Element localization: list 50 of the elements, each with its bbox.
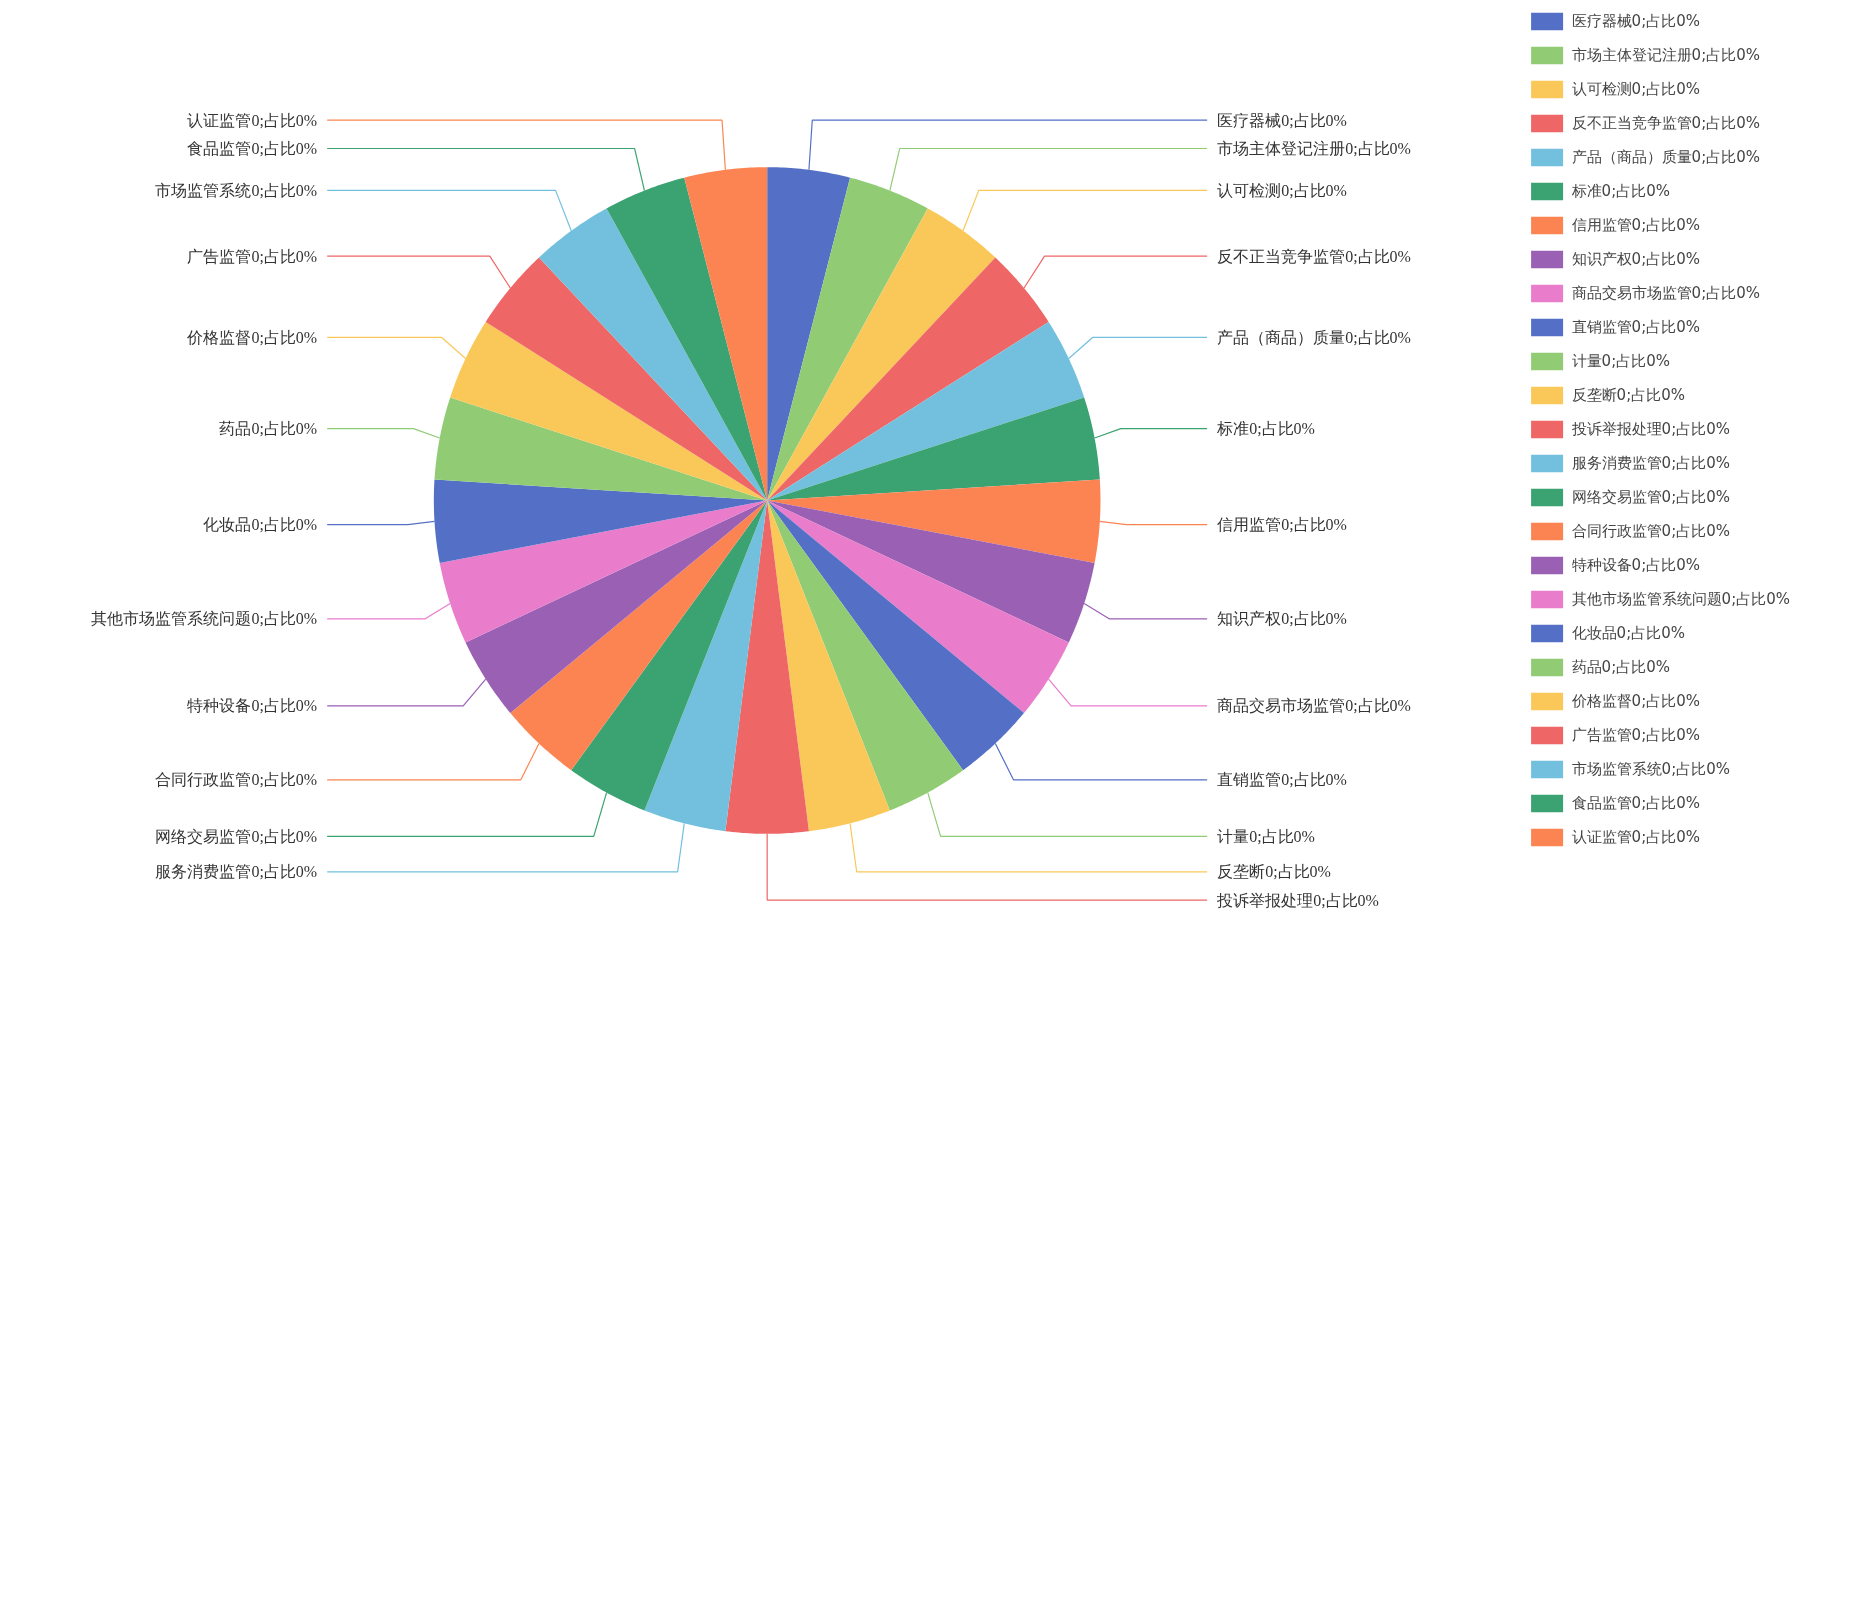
legend-label: 广告监管0;占比0% [1571,725,1700,745]
legend-label: 投诉举报处理0;占比0% [1571,419,1730,439]
legend-label: 信用监管0;占比0% [1571,215,1700,235]
category-label: 市场主体登记注册0;占比0% [1217,140,1411,158]
category-label: 投诉举报处理0;占比0% [1217,891,1379,909]
category-label: 广告监管0;占比0% [187,247,318,265]
slice-label: 认可检测0;占比0% [1217,181,1347,199]
legend-label: 食品监管0;占比0% [1571,793,1700,813]
legend-label: 认可检测0;占比0% [1571,79,1700,99]
slice-label: 直销监管0;占比0% [1217,771,1347,789]
legend-label: 反不正当竞争监管0;占比0% [1571,113,1760,133]
legend-label: 服务消费监管0;占比0% [1571,453,1730,473]
slice-label: 服务消费监管0;占比0% [155,863,318,881]
slice-label: 合同行政监管0;占比0% [155,771,318,789]
legend-label: 价格监督0;占比0% [1571,691,1700,711]
slice-label: 特种设备0;占比0% [187,697,318,715]
category-label: 反垄断0;占比0% [1217,863,1331,881]
legend-label: 其他市场监管系统问题0;占比0% [1571,589,1790,609]
category-label: 医疗器械0;占比0% [1217,111,1347,129]
legend-label: 药品0;占比0% [1571,657,1670,677]
category-label: 反不正当竞争监管0;占比0% [1217,247,1411,265]
legend-label: 化妆品0;占比0% [1571,623,1685,643]
category-label: 化妆品0;占比0% [203,516,318,534]
legend-label: 反垄断0;占比0% [1571,385,1685,405]
category-label: 网络交易监管0;占比0% [155,827,318,845]
legend-label: 知识产权0;占比0% [1571,249,1700,269]
slice-label: 食品监管0;占比0% [187,140,318,158]
slice-label: 知识产权0;占比0% [1217,610,1347,628]
legend-label: 标准0;占比0% [1571,181,1670,201]
slice-label: 商品交易市场监管0;占比0% [1217,697,1411,715]
legend-label: 认证监管0;占比0% [1571,827,1700,847]
category-label: 市场监管系统0;占比0% [155,181,318,199]
category-label: 标准0;占比0% [1217,420,1315,438]
legend-label: 产品（商品）质量0;占比0% [1571,147,1760,167]
legend-label: 直销监管0;占比0% [1571,317,1700,337]
legend-label: 商品交易市场监管0;占比0% [1571,283,1760,303]
slice-label: 信用监管0;占比0% [1217,516,1347,534]
slice-label: 认证监管0;占比0% [187,111,318,129]
category-label: 价格监督0;占比0% [187,328,318,346]
legend-label: 市场主体登记注册0;占比0% [1571,45,1760,65]
legend-label: 网络交易监管0;占比0% [1571,487,1730,507]
slice-label: 药品0;占比0% [219,420,318,438]
legend-label: 市场监管系统0;占比0% [1571,759,1730,779]
category-label: 计量0;占比0% [1217,827,1315,845]
slice-label: 其他市场监管系统问题0;占比0% [91,610,318,628]
legend-label: 医疗器械0;占比0% [1571,11,1700,31]
legend-label: 特种设备0;占比0% [1571,555,1700,575]
legend-label: 计量0;占比0% [1571,351,1670,371]
category-label: 产品（商品）质量0;占比0% [1217,328,1411,346]
legend-label: 合同行政监管0;占比0% [1571,521,1730,541]
